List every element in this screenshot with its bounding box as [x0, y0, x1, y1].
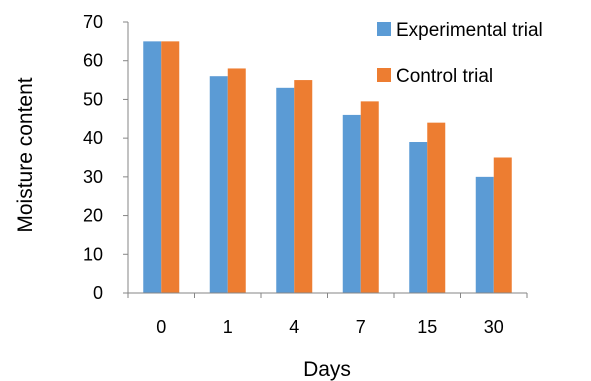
bar-experimental [409, 142, 428, 293]
y-tick-label: 30 [83, 167, 103, 187]
x-tick-label: 15 [417, 317, 437, 337]
bar-control [360, 101, 379, 293]
y-tick-label: 60 [83, 51, 103, 71]
legend-label-experimental: Experimental trial [396, 20, 543, 41]
y-tick-label: 20 [83, 206, 103, 226]
bar-experimental [209, 76, 228, 293]
bar-control [294, 80, 313, 293]
x-axis-ticks: 0 1 4 7 15 30 [127, 293, 528, 337]
x-axis-title: Days [303, 358, 351, 381]
x-tick-label: 4 [289, 317, 299, 337]
y-axis-ticks: 0 10 20 30 40 50 60 70 [83, 12, 128, 303]
x-tick-label: 7 [356, 317, 366, 337]
bar-control [427, 122, 446, 294]
y-tick-label: 10 [83, 244, 103, 264]
bar-control [161, 41, 180, 293]
x-tick-label: 0 [156, 317, 166, 337]
legend-label-control: Control trial [396, 66, 493, 87]
legend: Experimental trial Control trial [377, 20, 543, 87]
bar-control [493, 157, 512, 293]
y-axis-title: Moisture content [14, 77, 37, 232]
y-tick-label: 40 [83, 128, 103, 148]
bar-control [227, 68, 246, 293]
legend-swatch-control [377, 68, 391, 82]
legend-swatch-experimental [377, 22, 391, 36]
x-tick-label: 1 [223, 317, 233, 337]
bars [143, 41, 512, 294]
bar-experimental [143, 41, 162, 293]
y-tick-label: 50 [83, 89, 103, 109]
y-tick-label: 0 [93, 283, 103, 303]
bar-experimental [342, 114, 361, 294]
bar-experimental [475, 176, 494, 293]
y-tick-label: 70 [83, 12, 103, 32]
bar-experimental [276, 87, 295, 293]
x-tick-label: 30 [484, 317, 504, 337]
